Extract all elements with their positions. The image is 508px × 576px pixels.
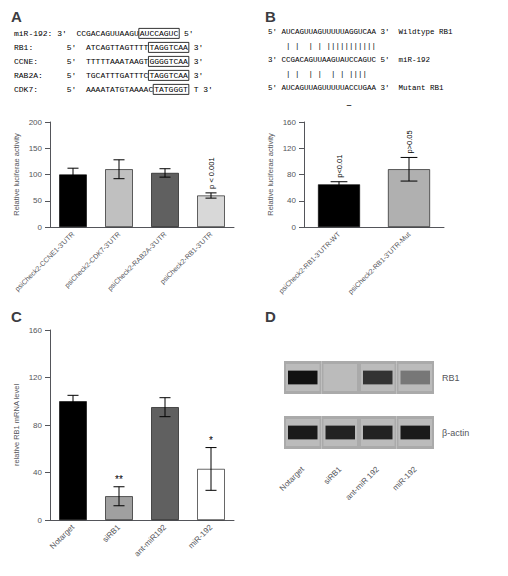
- svg-text:| | | | |||||||||||: | | | | |||||||||||: [268, 42, 376, 50]
- svg-text:p>0.05: p>0.05: [405, 130, 414, 153]
- svg-text:80: 80: [33, 421, 42, 430]
- svg-text:3': 3': [189, 57, 203, 66]
- svg-text:Notarget: Notarget: [278, 464, 307, 493]
- svg-text:C: C: [11, 308, 22, 325]
- svg-text:miR-192: miR-192: [186, 522, 214, 550]
- svg-text:3': 3': [189, 71, 203, 80]
- svg-text:**: **: [115, 474, 123, 485]
- svg-text:GGGGTCAA: GGGGTCAA: [149, 57, 188, 66]
- svg-text:80: 80: [287, 170, 296, 179]
- svg-text:RB1: RB1: [442, 373, 460, 383]
- svg-text:̲̲: ̲̲: [268, 98, 352, 106]
- svg-text:AUCCAGUC: AUCCAGUC: [140, 29, 179, 38]
- svg-text:160: 160: [283, 118, 297, 127]
- svg-text:miR-192: 3' CCGACAGUUAAGU: miR-192: 3' CCGACAGUUAAGU: [14, 29, 139, 38]
- svg-text:psiCheck2-RB1-3'UTR-WT: psiCheck2-RB1-3'UTR-WT: [277, 230, 342, 295]
- svg-text:RAB2A: 5' TGCATTTGATTTC: RAB2A: 5' TGCATTTGATTTC: [14, 71, 149, 80]
- svg-text:160: 160: [29, 326, 43, 335]
- svg-text:| | | | | | ||||: | | | | | | ||||: [268, 70, 367, 78]
- svg-text:β-actin: β-actin: [442, 428, 469, 438]
- svg-text:T 3': T 3': [189, 85, 213, 94]
- svg-text:0: 0: [292, 223, 297, 232]
- svg-text:miR-192: miR-192: [391, 464, 419, 492]
- svg-text:p<0.01: p<0.01: [335, 155, 344, 178]
- svg-text:CDK7: 5' AAAATATGTAAAAC: CDK7: 5' AAAATATGTAAAAC: [14, 85, 153, 94]
- svg-text:relative RB1 mRNA level: relative RB1 mRNA level: [12, 384, 21, 466]
- svg-text:150: 150: [29, 144, 43, 153]
- svg-text:TAGGTCAA: TAGGTCAA: [149, 71, 188, 80]
- svg-text:A: A: [11, 8, 22, 25]
- svg-text:0: 0: [38, 223, 43, 232]
- svg-text:psiCheck2-RAB2A-3'UTR: psiCheck2-RAB2A-3'UTR: [106, 231, 168, 293]
- svg-text:psiCheck2-CCNE1-3'UTR: psiCheck2-CCNE1-3'UTR: [13, 230, 76, 293]
- svg-text:40: 40: [33, 468, 42, 477]
- svg-text:5' AUCAGUUAGUUUUUACCUGAA 3' M: 5' AUCAGUUAGUUUUUACCUGAA 3' Mutant RB1: [268, 84, 444, 92]
- svg-text:psiCheck2-CDK7-3'UTR: psiCheck2-CDK7-3'UTR: [63, 230, 122, 289]
- svg-text:CCNE: 5' TTTTTAAATAAGT: CCNE: 5' TTTTTAAATAAGT: [14, 57, 149, 66]
- svg-text:ant-miR192: ant-miR192: [133, 522, 169, 558]
- svg-text:Notarget: Notarget: [48, 522, 77, 551]
- svg-text:B: B: [265, 8, 276, 25]
- svg-text:3' CCGACAGUUAAGUAUCCAGUC 5' m: 3' CCGACAGUUAAGUAUCCAGUC 5' miR-192: [268, 56, 430, 64]
- svg-text:200: 200: [29, 118, 43, 127]
- svg-text:Relative luciferae activity: Relative luciferae activity: [12, 133, 21, 216]
- svg-text:psiCheck2-RB1-3'UTR-Mut: psiCheck2-RB1-3'UTR-Mut: [347, 230, 412, 295]
- svg-text:50: 50: [33, 196, 42, 205]
- svg-text:Relative luciferae activity: Relative luciferae activity: [266, 133, 275, 216]
- svg-text:TAGGTCAA: TAGGTCAA: [149, 43, 188, 52]
- svg-text:siRB1: siRB1: [101, 522, 123, 544]
- svg-text:RB1: 5' ATCAGTTAGTTTT: RB1: 5' ATCAGTTAGTTTT: [14, 43, 149, 52]
- svg-text:120: 120: [283, 144, 297, 153]
- svg-text:*: *: [209, 435, 213, 446]
- svg-text:siRB1: siRB1: [322, 464, 344, 486]
- svg-text:40: 40: [287, 196, 296, 205]
- svg-text:5' AUCAGUUAGUUUUUAGGUCAA 3' W: 5' AUCAGUUAGUUUUUAGGUCAA 3' Wildtype RB1: [268, 28, 453, 36]
- svg-text:psiCheck2-RB1-3'UTR: psiCheck2-RB1-3'UTR: [159, 231, 214, 286]
- svg-text:ant-miR 192: ant-miR 192: [344, 464, 382, 502]
- svg-text:D: D: [265, 308, 276, 325]
- svg-text:5': 5': [179, 29, 193, 38]
- svg-text:3': 3': [189, 43, 203, 52]
- svg-text:0: 0: [38, 516, 43, 525]
- svg-text:120: 120: [29, 373, 43, 382]
- svg-text:p < 0.001: p < 0.001: [207, 157, 216, 189]
- svg-text:100: 100: [29, 170, 43, 179]
- svg-text:TATGGGT: TATGGGT: [154, 85, 188, 94]
